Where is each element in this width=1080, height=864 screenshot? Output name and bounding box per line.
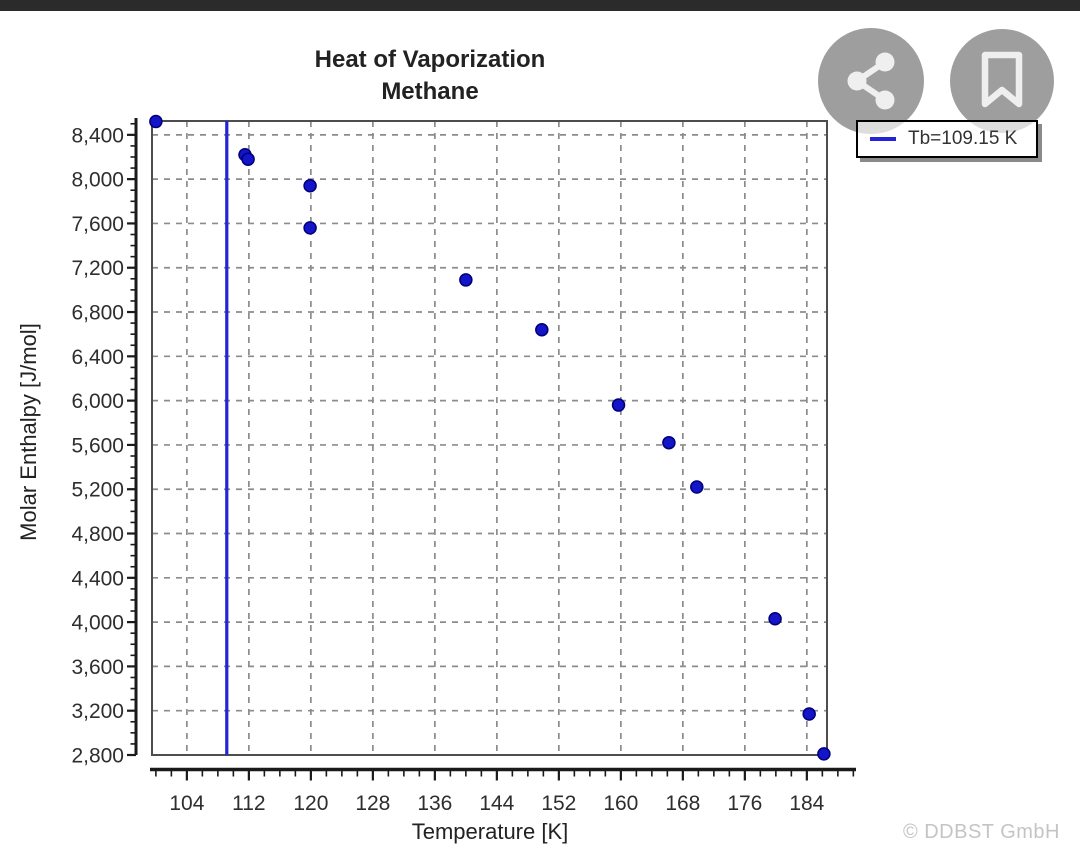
- svg-text:144: 144: [479, 792, 514, 815]
- svg-text:4,400: 4,400: [71, 567, 124, 590]
- svg-text:168: 168: [665, 792, 700, 815]
- svg-text:152: 152: [541, 792, 576, 815]
- data-point: [662, 435, 676, 450]
- data-point: [149, 114, 163, 129]
- data-point: [690, 480, 704, 494]
- data-point: [535, 322, 549, 337]
- x-axis-title: Temperature [K]: [411, 819, 569, 844]
- svg-text:176: 176: [727, 792, 762, 815]
- y-axis-title: Molar Enthalpy [J/mol]: [16, 323, 41, 541]
- gridlines: [152, 121, 827, 756]
- top-bar: [0, 0, 1080, 11]
- data-point: [303, 221, 317, 235]
- x-axis: 104 112 120 128 136 144 152 160 168 176 184: [150, 767, 856, 815]
- data-point: [611, 398, 626, 412]
- svg-text:6,400: 6,400: [71, 346, 124, 369]
- data-points: [149, 114, 831, 761]
- svg-text:136: 136: [417, 792, 452, 815]
- svg-text:4,800: 4,800: [71, 523, 124, 546]
- bookmark-button[interactable]: [950, 29, 1054, 133]
- svg-text:8,000: 8,000: [71, 169, 124, 192]
- plot-border: [151, 120, 828, 756]
- data-point: [459, 273, 473, 287]
- svg-text:2,800: 2,800: [71, 745, 124, 768]
- data-point: [802, 707, 816, 721]
- svg-text:184: 184: [789, 792, 824, 815]
- svg-text:128: 128: [355, 792, 390, 815]
- svg-text:3,200: 3,200: [71, 700, 124, 723]
- legend: Tb=109.15 K: [856, 120, 1038, 158]
- svg-text:7,200: 7,200: [71, 257, 124, 280]
- y-axis: 2,800 3,200 3,600 4,000 4,400 4,800 5,200 5,600…: [71, 118, 138, 768]
- svg-text:8,400: 8,400: [71, 124, 124, 147]
- svg-text:112: 112: [232, 792, 265, 815]
- legend-label: Tb=109.15 K: [908, 128, 1018, 149]
- svg-text:4,000: 4,000: [71, 612, 124, 635]
- chart-title: Heat of Vaporization Methane: [150, 44, 710, 108]
- legend-line-swatch: [870, 137, 896, 141]
- svg-text:3,600: 3,600: [71, 656, 124, 679]
- svg-text:5,200: 5,200: [71, 479, 124, 502]
- share-icon: [838, 47, 904, 116]
- svg-text:5,600: 5,600: [71, 434, 124, 457]
- data-point: [241, 152, 255, 166]
- svg-text:6,800: 6,800: [71, 302, 124, 325]
- data-point: [817, 747, 831, 761]
- bookmark-icon: [969, 47, 1035, 116]
- svg-text:7,600: 7,600: [71, 213, 124, 236]
- svg-text:120: 120: [293, 792, 328, 815]
- watermark: © DDBST GmbH: [902, 821, 1060, 843]
- chart-title-line1: Heat of Vaporization: [314, 46, 546, 73]
- data-point: [303, 179, 317, 193]
- data-point: [768, 612, 782, 626]
- svg-text:160: 160: [603, 792, 638, 815]
- svg-text:104: 104: [169, 792, 204, 815]
- svg-text:6,000: 6,000: [71, 390, 124, 413]
- chart-title-line2: Methane: [381, 78, 479, 105]
- share-button[interactable]: [818, 28, 924, 134]
